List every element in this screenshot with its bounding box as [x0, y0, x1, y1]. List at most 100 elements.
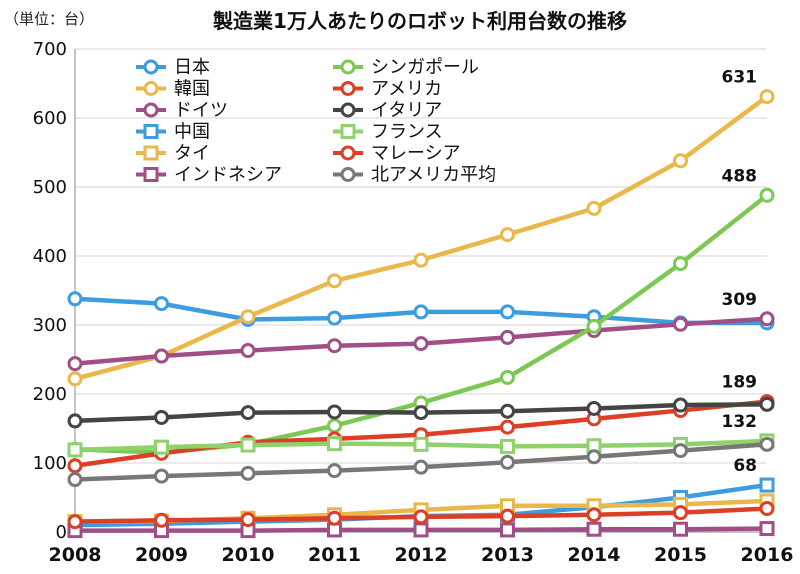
legend-marker [340, 102, 356, 118]
legend-label: マレーシア [371, 143, 461, 164]
data-point [759, 187, 775, 203]
data-point [67, 356, 83, 372]
legend-item: アメリカ [333, 79, 442, 100]
x-axis-ticks: 2008 2009 2010 2011 2012 2013 2014 2015 2016 [49, 544, 794, 566]
x-tick-label: 2011 [308, 544, 361, 566]
y-tick-label: 200 [33, 384, 67, 405]
y-tick-label: 100 [33, 453, 67, 474]
data-point [673, 521, 688, 537]
data-point [759, 396, 775, 412]
data-point [759, 501, 775, 517]
data-point [673, 397, 688, 413]
data-point [327, 522, 342, 538]
data-point [500, 438, 515, 454]
series-layer [67, 89, 775, 539]
data-point [67, 371, 83, 387]
legend-label: シンガポール [371, 57, 479, 78]
legend-item: フランス [333, 122, 443, 143]
data-point [67, 413, 83, 429]
legend-item: ドイツ [136, 100, 228, 121]
data-point [500, 329, 515, 345]
legend-marker [340, 124, 356, 139]
x-tick-label: 2009 [135, 544, 188, 566]
legend-item: インドネシア [136, 165, 282, 186]
legend-label: タイ [174, 143, 210, 164]
data-point [67, 442, 83, 458]
data-point [586, 449, 602, 465]
y-tick-label: 0 [56, 522, 67, 543]
data-point [673, 316, 688, 332]
data-point [413, 459, 429, 475]
legend-marker [340, 145, 356, 161]
data-point [67, 458, 83, 474]
data-label: 488 [722, 166, 758, 186]
data-point [500, 369, 515, 385]
data-point [500, 508, 515, 524]
data-point [500, 522, 515, 538]
data-point [413, 509, 429, 525]
legend-label: 日本 [174, 57, 210, 78]
legend-marker [143, 102, 159, 118]
data-point [327, 436, 342, 452]
data-point [327, 418, 342, 434]
x-tick-label: 2013 [481, 544, 534, 566]
legend-item: 中国 [136, 122, 210, 143]
data-point [327, 310, 342, 326]
data-point [759, 436, 775, 452]
legend-marker [143, 59, 159, 75]
legend-marker [143, 81, 159, 96]
x-tick-label: 2015 [654, 544, 707, 566]
data-point [154, 409, 169, 425]
data-point [327, 510, 342, 526]
data-point [673, 443, 688, 459]
y-tick-label: 400 [33, 246, 67, 267]
data-label: 132 [722, 412, 758, 432]
data-point [67, 472, 83, 488]
legend-item: シンガポール [333, 57, 479, 78]
data-point [413, 304, 429, 320]
data-point [673, 256, 688, 272]
data-label: 68 [733, 456, 757, 476]
data-point [586, 507, 602, 523]
legend-item: マレーシア [333, 143, 461, 164]
legend-label: 韓国 [174, 79, 210, 100]
x-tick-label: 2008 [49, 544, 102, 566]
data-point [240, 343, 256, 359]
data-point [327, 404, 342, 420]
data-point [154, 512, 169, 528]
x-tick-label: 2014 [568, 544, 621, 566]
x-tick-label: 2010 [222, 544, 275, 566]
unit-label: （単位：台） [4, 10, 94, 28]
data-point [240, 437, 256, 453]
y-tick-label: 500 [33, 177, 67, 198]
data-point [500, 454, 515, 470]
series-10 [67, 501, 775, 530]
data-label: 189 [722, 373, 758, 393]
data-point [413, 405, 429, 421]
data-point [500, 403, 515, 419]
chart-title: 製造業1万人あたりのロボット利用台数の推移 [213, 9, 627, 33]
legend-label: イタリア [371, 100, 442, 121]
legend-label: フランス [371, 122, 443, 143]
series-1 [67, 89, 775, 387]
data-point [240, 465, 256, 481]
data-point [240, 405, 256, 421]
data-point [586, 521, 602, 537]
annotations: 631 488 309 189 132 68 [722, 68, 758, 476]
series-8 [67, 396, 775, 429]
data-point [413, 436, 429, 452]
data-point [673, 505, 688, 521]
legend-marker [143, 124, 159, 139]
data-point [154, 348, 169, 364]
y-axis-ticks: 0 100 200 300 400 500 600 700 [33, 39, 67, 543]
data-point [240, 512, 256, 528]
data-point [154, 439, 169, 455]
data-point [500, 304, 515, 320]
legend-item: 韓国 [136, 79, 210, 100]
data-point [240, 309, 256, 325]
data-point [500, 419, 515, 435]
y-tick-label: 600 [33, 108, 67, 129]
data-point [759, 521, 775, 537]
x-tick-label: 2016 [741, 544, 794, 566]
